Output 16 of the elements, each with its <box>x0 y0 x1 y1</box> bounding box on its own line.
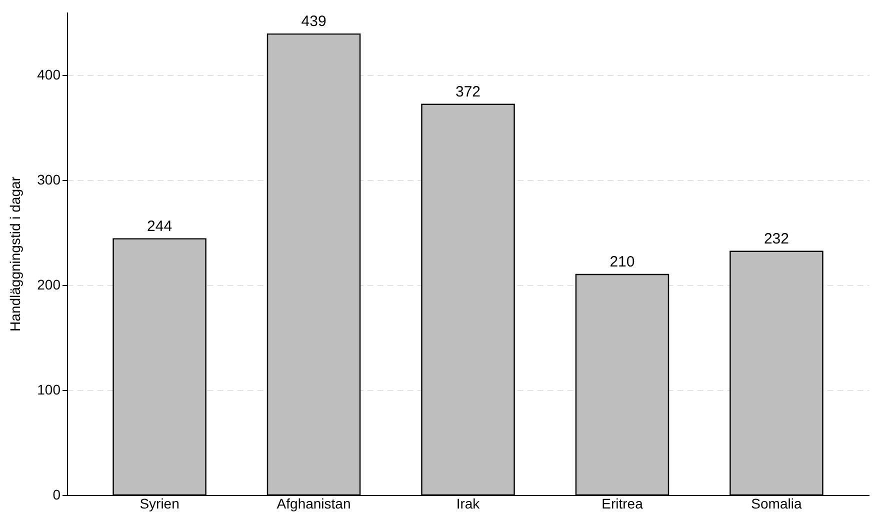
y-axis-title: Handläggningstid i dagar <box>7 176 24 332</box>
y-tick-label: 300 <box>37 172 61 188</box>
x-tick-label: Eritrea <box>602 496 644 512</box>
data-label: 372 <box>455 83 481 100</box>
x-tick-label: Irak <box>456 496 481 512</box>
data-label: 210 <box>610 254 635 270</box>
y-tick-label: 0 <box>52 486 61 502</box>
data-label: 232 <box>764 230 789 248</box>
x-tick-label: Afghanistan <box>276 496 351 512</box>
x-tick-label: Somalia <box>751 496 802 512</box>
y-tick-label: 400 <box>37 66 61 82</box>
y-tick-label: 100 <box>37 382 61 398</box>
data-label: 439 <box>301 13 326 30</box>
x-tick-label: Syrien <box>140 496 180 512</box>
y-tick-label: 200 <box>37 276 61 292</box>
data-label: 244 <box>147 218 172 235</box>
